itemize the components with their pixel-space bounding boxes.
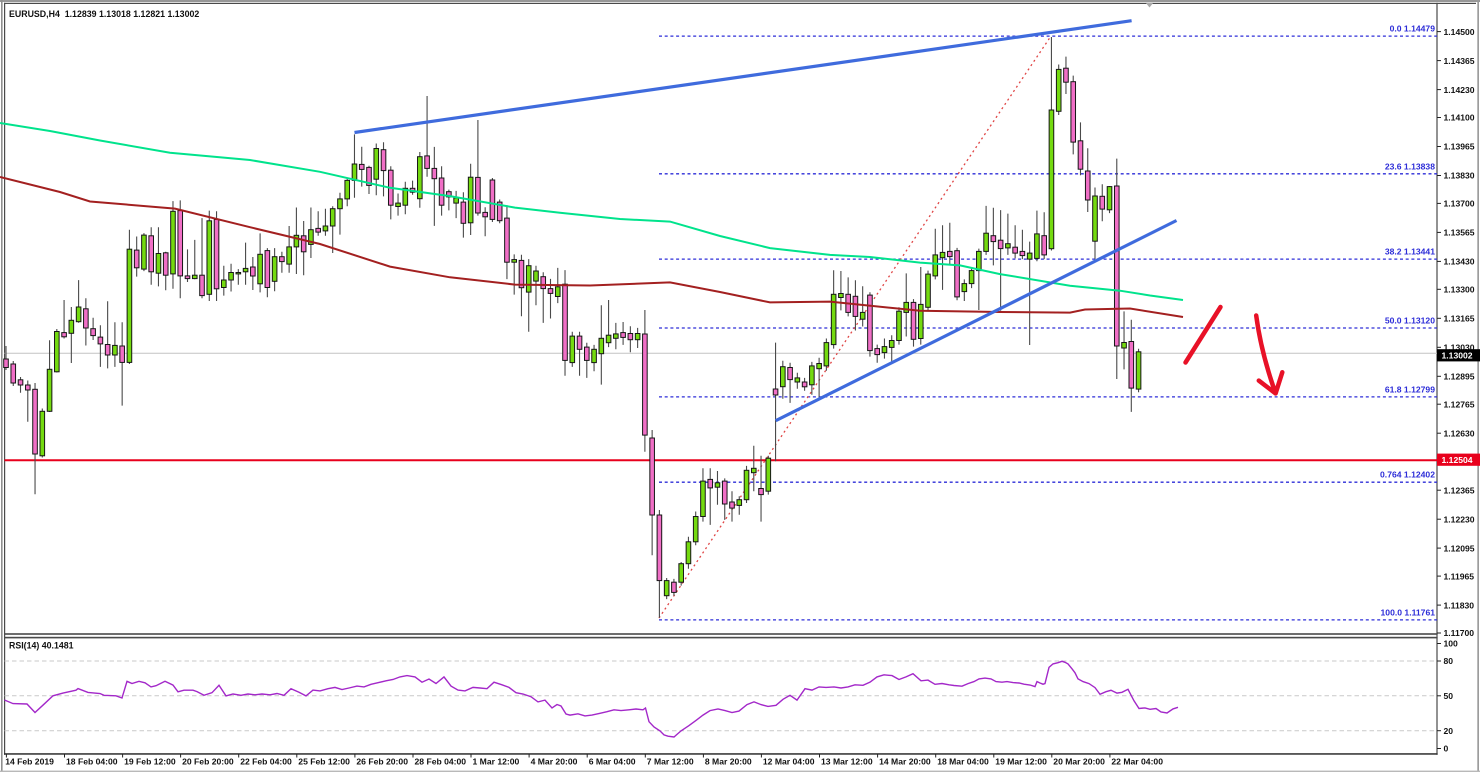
svg-text:13 Mar 12:00: 13 Mar 12:00 — [821, 757, 873, 767]
svg-text:0.764 1.12402: 0.764 1.12402 — [1380, 470, 1435, 480]
svg-text:100: 100 — [1444, 639, 1459, 649]
svg-text:7 Mar 12:00: 7 Mar 12:00 — [647, 757, 694, 767]
svg-text:1.12230: 1.12230 — [1444, 514, 1475, 524]
svg-text:18 Feb 04:00: 18 Feb 04:00 — [66, 757, 118, 767]
svg-text:61.8 1.12799: 61.8 1.12799 — [1385, 384, 1435, 394]
svg-text:1.13430: 1.13430 — [1444, 257, 1475, 267]
svg-text:26 Feb 20:00: 26 Feb 20:00 — [356, 757, 408, 767]
svg-text:22 Mar 04:00: 22 Mar 04:00 — [1111, 757, 1163, 767]
svg-text:1.13300: 1.13300 — [1444, 285, 1475, 295]
svg-text:1.12895: 1.12895 — [1444, 372, 1475, 382]
svg-text:1.13165: 1.13165 — [1444, 314, 1475, 324]
svg-text:20: 20 — [1444, 726, 1454, 736]
svg-text:1.12630: 1.12630 — [1444, 428, 1475, 438]
svg-text:EURUSD,H4 1.12839 1.13018 1.1: EURUSD,H4 1.12839 1.13018 1.12821 1.1300… — [9, 9, 199, 19]
svg-text:14 Feb 2019: 14 Feb 2019 — [5, 757, 54, 767]
svg-text:19 Feb 12:00: 19 Feb 12:00 — [124, 757, 176, 767]
svg-text:1.12765: 1.12765 — [1444, 399, 1475, 409]
svg-text:6 Mar 04:00: 6 Mar 04:00 — [589, 757, 636, 767]
svg-text:50.0 1.13120: 50.0 1.13120 — [1385, 316, 1435, 326]
svg-text:1.13700: 1.13700 — [1444, 199, 1475, 209]
svg-text:1 Mar 12:00: 1 Mar 12:00 — [473, 757, 520, 767]
svg-text:1.12365: 1.12365 — [1444, 485, 1475, 495]
svg-text:1.13565: 1.13565 — [1444, 228, 1475, 238]
svg-text:28 Feb 04:00: 28 Feb 04:00 — [415, 757, 467, 767]
svg-text:1.14100: 1.14100 — [1444, 113, 1475, 123]
svg-text:18 Mar 04:00: 18 Mar 04:00 — [937, 757, 989, 767]
svg-text:1.14365: 1.14365 — [1444, 56, 1475, 66]
svg-text:1.11700: 1.11700 — [1444, 628, 1475, 638]
svg-text:1.13830: 1.13830 — [1444, 171, 1475, 181]
svg-text:0: 0 — [1444, 744, 1449, 754]
svg-text:1.11830: 1.11830 — [1444, 600, 1475, 610]
svg-text:0.0 1.14479: 0.0 1.14479 — [1390, 24, 1436, 34]
svg-text:14 Mar 20:00: 14 Mar 20:00 — [879, 757, 931, 767]
svg-text:RSI(14) 40.1481: RSI(14) 40.1481 — [9, 641, 74, 651]
svg-text:1.12095: 1.12095 — [1444, 543, 1475, 553]
svg-text:100.0 1.11761: 100.0 1.11761 — [1381, 607, 1436, 617]
svg-text:1.13965: 1.13965 — [1444, 142, 1475, 152]
svg-text:19 Mar 12:00: 19 Mar 12:00 — [995, 757, 1047, 767]
svg-text:1.11965: 1.11965 — [1444, 571, 1475, 581]
svg-text:1.13002: 1.13002 — [1442, 351, 1473, 361]
svg-text:38.2 1.13441: 38.2 1.13441 — [1385, 247, 1435, 257]
svg-text:1.13030: 1.13030 — [1444, 343, 1475, 353]
svg-text:20 Mar 20:00: 20 Mar 20:00 — [1053, 757, 1105, 767]
svg-text:80: 80 — [1444, 656, 1454, 666]
svg-text:12 Mar 04:00: 12 Mar 04:00 — [763, 757, 815, 767]
svg-text:1.14230: 1.14230 — [1444, 85, 1475, 95]
svg-text:22 Feb 04:00: 22 Feb 04:00 — [240, 757, 292, 767]
svg-text:1.12504: 1.12504 — [1442, 455, 1473, 465]
svg-text:50: 50 — [1444, 691, 1454, 701]
svg-text:20 Feb 20:00: 20 Feb 20:00 — [182, 757, 234, 767]
svg-text:1.14500: 1.14500 — [1444, 27, 1475, 37]
svg-text:4 Mar 20:00: 4 Mar 20:00 — [531, 757, 578, 767]
svg-text:25 Feb 12:00: 25 Feb 12:00 — [298, 757, 350, 767]
svg-text:23.6 1.13838: 23.6 1.13838 — [1385, 161, 1435, 171]
svg-text:8 Mar 20:00: 8 Mar 20:00 — [705, 757, 752, 767]
